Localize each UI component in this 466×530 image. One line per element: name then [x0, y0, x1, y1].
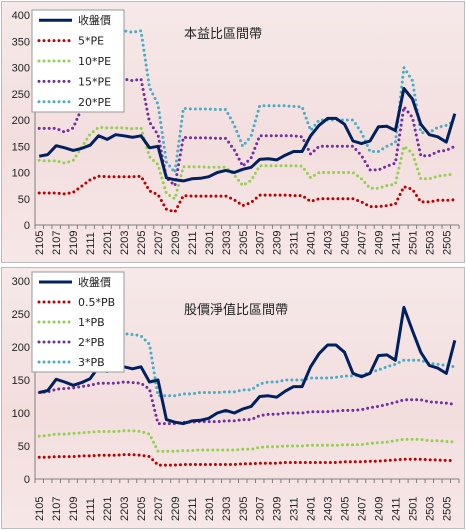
- y-tick-label: 150: [12, 375, 30, 387]
- series-line-1: [37, 174, 457, 214]
- x-tick-label: 2205: [136, 231, 148, 255]
- x-tick-label: 2405: [340, 231, 352, 255]
- x-tick-label: 2105: [34, 497, 46, 521]
- x-axis: 2105 2107 2109 2111 2201 2203 2205 2207 2209 2211…: [34, 479, 460, 521]
- legend-box: [31, 271, 125, 373]
- y-tick-label: 300: [12, 63, 30, 75]
- x-tick-label: 2301: [204, 231, 216, 255]
- y-tick-label: 0: [24, 474, 30, 486]
- x-tick-label: 2201: [102, 497, 114, 521]
- x-tick-label: 2311: [289, 231, 301, 255]
- legend-label: 收盤價: [78, 275, 111, 289]
- y-tick-label: 150: [12, 141, 30, 153]
- legend-label: 20*PE: [78, 96, 111, 109]
- y-tick-label: 50: [18, 194, 30, 206]
- x-tick-label: 2207: [153, 497, 165, 521]
- x-tick-label: 2305: [238, 497, 250, 521]
- x-tick-label: 2303: [221, 497, 233, 521]
- y-tick-label: 50: [18, 441, 30, 453]
- legend-label: 2*PB: [78, 336, 105, 349]
- x-tick-label: 2201: [102, 231, 114, 255]
- x-tick-label: 2209: [170, 231, 182, 255]
- x-tick-label: 2205: [136, 497, 148, 521]
- x-tick-label: 2309: [272, 231, 284, 255]
- series-line-0: [38, 87, 457, 183]
- x-tick-label: 2501: [407, 497, 419, 521]
- series-line-3: [37, 77, 457, 188]
- x-tick-label: 2505: [441, 231, 453, 255]
- series-line-2: [37, 125, 457, 201]
- y-tick-label: 200: [12, 342, 30, 354]
- pb-band-chart-panel: 股價淨值比區間帶 0 50 100 150 200 250 300 2105 2107 2109 2…: [1, 267, 465, 529]
- legend-label: 1*PB: [78, 316, 105, 329]
- y-tick-label: 0: [24, 220, 30, 232]
- x-tick-label: 2211: [187, 231, 199, 255]
- y-tick-label: 350: [12, 36, 30, 48]
- legend: 收盤價 0.5*PB 1*PB 2*PB 3*PB: [31, 271, 125, 373]
- x-tick-label: 2405: [340, 497, 352, 521]
- x-tick-label: 2211: [187, 497, 199, 521]
- x-tick-label: 2403: [323, 231, 335, 255]
- pe-band-chart-panel: 本益比區間帶 0 50 100 150 200 250 300 350 400 2105 2107 2…: [1, 1, 465, 263]
- x-tick-label: 2403: [323, 497, 335, 521]
- x-tick-label: 2411: [390, 231, 402, 255]
- x-tick-label: 2307: [255, 231, 267, 255]
- x-tick-label: 2401: [306, 231, 318, 255]
- x-tick-label: 2203: [119, 231, 131, 255]
- legend-box: [31, 9, 125, 113]
- legend-label: 0.5*PB: [78, 296, 115, 309]
- x-tick-label: 2501: [407, 231, 419, 255]
- y-tick-label: 100: [12, 408, 30, 420]
- x-tick-label: 2209: [170, 497, 182, 521]
- x-tick-label: 2109: [68, 497, 80, 521]
- y-tick-label: 250: [12, 309, 30, 321]
- x-tick-label: 2107: [51, 497, 63, 521]
- x-tick-label: 2305: [238, 231, 250, 255]
- legend-label: 15*PE: [78, 75, 111, 88]
- x-tick-label: 2409: [373, 497, 385, 521]
- x-tick-label: 2309: [272, 497, 284, 521]
- x-tick-label: 2407: [356, 231, 368, 255]
- y-axis: 0 50 100 150 200 250 300: [12, 276, 30, 486]
- x-tick-label: 2307: [255, 497, 267, 521]
- x-tick-label: 2111: [85, 232, 97, 255]
- x-tick-label: 2311: [289, 497, 301, 521]
- legend: 收盤價 5*PE 10*PE 15*PE 20*PE: [31, 9, 125, 113]
- x-tick-label: 2503: [424, 231, 436, 255]
- x-tick-label: 2203: [119, 497, 131, 521]
- legend-label: 3*PB: [78, 356, 105, 369]
- legend-label: 5*PE: [78, 35, 104, 48]
- x-tick-label: 2407: [356, 497, 368, 521]
- x-tick-label: 2207: [153, 231, 165, 255]
- legend-label: 收盤價: [78, 13, 111, 27]
- x-tick-label: 2505: [441, 497, 453, 521]
- x-tick-label: 2107: [51, 231, 63, 255]
- chart-title: 本益比區間帶: [184, 27, 262, 42]
- legend-label: 10*PE: [78, 55, 111, 68]
- chart-title: 股價淨值比區間帶: [184, 302, 288, 318]
- y-tick-label: 250: [12, 89, 30, 101]
- y-axis: 0 50 100 150 200 250 300 350 400: [12, 10, 30, 232]
- x-tick-label: 2303: [221, 231, 233, 255]
- x-tick-label: 2503: [424, 497, 436, 521]
- y-tick-label: 400: [12, 10, 30, 22]
- y-tick-label: 300: [12, 276, 30, 288]
- x-axis: 2105 2107 2109 2111 2201 2203 2205 2207 2209 2211…: [34, 225, 460, 255]
- series-line-3: [37, 380, 457, 426]
- y-tick-label: 200: [12, 115, 30, 127]
- series-line-1: [37, 453, 457, 467]
- series-line-2: [37, 429, 457, 453]
- x-tick-label: 2411: [390, 497, 402, 521]
- x-tick-label: 2109: [68, 231, 80, 255]
- x-tick-label: 2409: [373, 231, 385, 255]
- x-tick-label: 2111: [85, 498, 97, 521]
- x-tick-label: 2401: [306, 497, 318, 521]
- x-tick-label: 2105: [34, 231, 46, 255]
- y-tick-label: 100: [12, 168, 30, 180]
- x-tick-label: 2301: [204, 497, 216, 521]
